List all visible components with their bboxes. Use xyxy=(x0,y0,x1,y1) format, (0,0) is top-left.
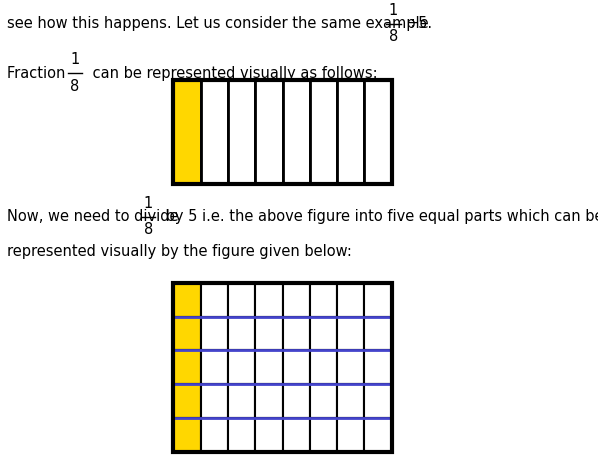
Bar xyxy=(310,283,337,317)
Bar xyxy=(173,418,201,452)
Bar xyxy=(337,80,364,184)
Bar xyxy=(255,317,282,350)
Bar xyxy=(255,283,282,317)
Bar xyxy=(255,80,282,184)
Bar xyxy=(228,418,255,452)
Bar xyxy=(337,283,364,317)
Text: 1: 1 xyxy=(389,3,398,18)
Bar xyxy=(282,317,310,350)
Text: 1: 1 xyxy=(70,52,80,67)
Bar xyxy=(228,317,255,350)
Text: Fraction: Fraction xyxy=(7,65,70,81)
Text: 8: 8 xyxy=(389,29,398,44)
Bar xyxy=(310,80,337,184)
Bar xyxy=(173,283,392,452)
Bar xyxy=(255,418,282,452)
Bar xyxy=(255,384,282,418)
Bar xyxy=(201,350,228,384)
Bar xyxy=(282,384,310,418)
Bar xyxy=(201,418,228,452)
Bar xyxy=(282,80,310,184)
Bar xyxy=(364,283,392,317)
Bar xyxy=(228,283,255,317)
Bar xyxy=(228,80,255,184)
Bar xyxy=(310,317,337,350)
Bar xyxy=(364,418,392,452)
Bar xyxy=(364,384,392,418)
Text: by 5 i.e. the above figure into five equal parts which can be: by 5 i.e. the above figure into five equ… xyxy=(161,209,598,224)
Bar xyxy=(201,283,228,317)
Text: 1: 1 xyxy=(144,196,153,211)
Bar xyxy=(310,418,337,452)
Bar xyxy=(364,80,392,184)
Text: Now, we need to divide: Now, we need to divide xyxy=(7,209,184,224)
Bar xyxy=(228,384,255,418)
Bar xyxy=(337,384,364,418)
Bar xyxy=(201,80,228,184)
Text: 8: 8 xyxy=(144,222,153,237)
Bar xyxy=(201,317,228,350)
Bar xyxy=(310,384,337,418)
Bar xyxy=(173,317,201,350)
Bar xyxy=(255,350,282,384)
Bar xyxy=(201,384,228,418)
Bar xyxy=(173,283,201,317)
Text: see how this happens. Let us consider the same example: see how this happens. Let us consider th… xyxy=(7,16,434,31)
Bar xyxy=(282,283,310,317)
Bar xyxy=(337,317,364,350)
Bar xyxy=(337,350,364,384)
Text: ÷5.: ÷5. xyxy=(407,16,433,31)
Text: represented visually by the figure given below:: represented visually by the figure given… xyxy=(7,244,352,260)
Bar xyxy=(364,350,392,384)
Bar xyxy=(364,317,392,350)
Bar xyxy=(282,418,310,452)
Bar xyxy=(173,384,201,418)
Bar xyxy=(173,350,201,384)
Bar xyxy=(282,350,310,384)
Bar xyxy=(310,350,337,384)
Text: 8: 8 xyxy=(70,79,80,94)
Bar xyxy=(337,418,364,452)
Text: can be represented visually as follows:: can be represented visually as follows: xyxy=(88,65,377,81)
Bar xyxy=(173,80,201,184)
Bar xyxy=(228,350,255,384)
Bar xyxy=(173,80,392,184)
